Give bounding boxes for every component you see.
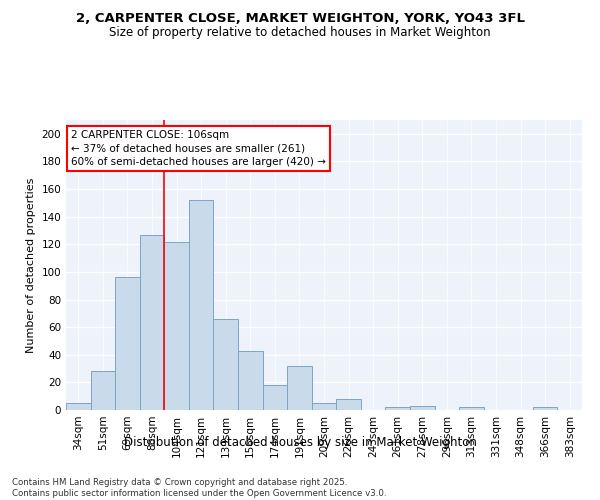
Bar	[263, 385, 287, 410]
Text: 2 CARPENTER CLOSE: 106sqm
← 37% of detached houses are smaller (261)
60% of semi: 2 CARPENTER CLOSE: 106sqm ← 37% of detac…	[71, 130, 326, 166]
Bar	[115, 278, 140, 410]
Bar	[140, 234, 164, 410]
Bar	[214, 319, 238, 410]
Bar	[459, 407, 484, 410]
Bar	[336, 399, 361, 410]
Bar	[91, 372, 115, 410]
Bar	[189, 200, 214, 410]
Bar	[287, 366, 312, 410]
Bar	[66, 403, 91, 410]
Bar	[164, 242, 189, 410]
Bar	[410, 406, 434, 410]
Bar	[238, 350, 263, 410]
Bar	[385, 407, 410, 410]
Text: 2, CARPENTER CLOSE, MARKET WEIGHTON, YORK, YO43 3FL: 2, CARPENTER CLOSE, MARKET WEIGHTON, YOR…	[76, 12, 524, 26]
Bar	[533, 407, 557, 410]
Text: Size of property relative to detached houses in Market Weighton: Size of property relative to detached ho…	[109, 26, 491, 39]
Text: Distribution of detached houses by size in Market Weighton: Distribution of detached houses by size …	[124, 436, 476, 449]
Text: Contains HM Land Registry data © Crown copyright and database right 2025.
Contai: Contains HM Land Registry data © Crown c…	[12, 478, 386, 498]
Bar	[312, 403, 336, 410]
Y-axis label: Number of detached properties: Number of detached properties	[26, 178, 36, 352]
